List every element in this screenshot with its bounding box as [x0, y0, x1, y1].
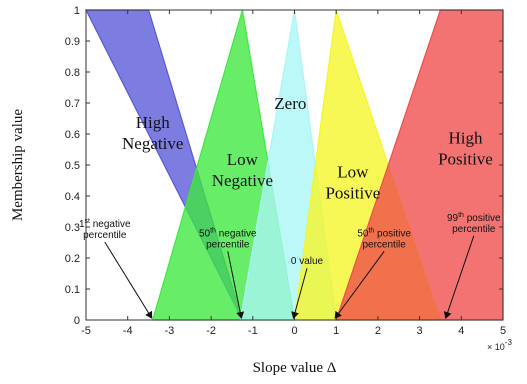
annotation-line: 50th positive: [357, 227, 411, 239]
x-tick-label: 2: [375, 325, 381, 337]
annotation-word: negative: [216, 228, 257, 239]
set-label-1: High Negative: [122, 113, 183, 153]
annotation-arrow: [291, 268, 308, 319]
set-label-line: Positive: [325, 183, 380, 202]
y-tick-label: 0.8: [65, 67, 80, 79]
annotation-5: 99th positive percentile: [447, 212, 501, 235]
x-tick-label: -4: [123, 325, 133, 337]
x-tick-label: 0: [291, 325, 297, 337]
y-tick-label: 0.5: [65, 160, 80, 172]
annotation-line: percentile: [83, 230, 127, 241]
y-axis-label: Membership value: [10, 109, 26, 221]
set-label-3: Zero: [274, 94, 306, 113]
x-tick-label: 4: [458, 325, 464, 337]
annotation-line: 50th negative: [199, 227, 257, 239]
y-tick-label: 0: [74, 315, 80, 327]
annotation-word: positive: [374, 228, 411, 239]
set-label-2: Low Negative: [212, 150, 273, 190]
set-label-line: Low: [337, 162, 369, 181]
set-label-line: High: [448, 128, 483, 147]
annotation-arrow: [104, 241, 153, 319]
annotation-line: percentile: [206, 239, 250, 250]
set-label-line: Negative: [212, 171, 273, 190]
annotation-sup: th: [458, 212, 464, 219]
y-tick-label: 0.2: [65, 253, 80, 265]
annotation-2: 50th negative percentile: [199, 227, 257, 250]
set-label-line: Negative: [122, 134, 183, 153]
annotation-word: positive: [464, 213, 501, 224]
set-label-line: Low: [227, 150, 259, 169]
y-tick-label: 0.9: [65, 36, 80, 48]
x-tick-label: 5: [500, 325, 506, 337]
annotation-arrow: [334, 251, 385, 319]
annotation-sup: th: [368, 227, 374, 234]
set-label-line: High: [136, 113, 171, 132]
annotation-number: 50: [357, 228, 369, 239]
y-tick-label: 0.7: [65, 98, 80, 110]
set-label-5: High Positive: [438, 128, 493, 168]
y-tick-label: 0.6: [65, 129, 80, 141]
x-tick-label: -1: [248, 325, 258, 337]
annotation-line: 99th positive: [447, 212, 501, 224]
annotation-number: 1: [79, 219, 85, 230]
x-tick-label: 1: [333, 325, 339, 337]
x-exponent-base: × 10: [487, 342, 505, 352]
x-axis-label: Slope value Δ: [253, 360, 337, 376]
set-label-line: Positive: [438, 149, 493, 168]
annotation-number: 99: [447, 213, 459, 224]
set-label-4: Low Positive: [325, 162, 380, 202]
x-tick-label: 3: [417, 325, 423, 337]
annotation-line: 0 value: [291, 256, 324, 267]
x-exponent-power: -3: [505, 338, 513, 347]
x-tick-label: -2: [206, 325, 216, 337]
y-tick-label: 0.4: [65, 191, 80, 203]
annotation-line: percentile: [452, 224, 496, 235]
annotation-word: negative: [90, 219, 131, 230]
y-tick-label: 0.3: [65, 222, 80, 234]
annotation-4: 50th positive percentile: [357, 227, 411, 250]
annotation-line: percentile: [362, 239, 406, 250]
annotation-number: 50: [199, 228, 211, 239]
x-tick-label: -5: [81, 325, 91, 337]
set-label-line: Zero: [274, 94, 306, 113]
annotation-arrow: [227, 251, 245, 319]
annotation-sup: th: [210, 227, 216, 234]
x-axis-exponent: × 10-3: [487, 338, 512, 352]
annotation-sup: st: [85, 218, 91, 225]
annotations: 1st negative percentile 50th negative perce…: [79, 212, 501, 319]
annotation-line: 1st negative: [79, 218, 131, 230]
membership-sets: [85, 9, 504, 321]
annotation-arrow: [443, 235, 475, 319]
x-tick-label: -3: [165, 325, 175, 337]
y-tick-label: 1: [74, 5, 80, 17]
axis-ticks: -5 -4 -3 -2 -1 0 1 2 3 4 500.10.20.30.40.50.60.70.…: [65, 5, 506, 337]
annotation-1: 1st negative percentile: [79, 218, 131, 241]
annotation-3: 0 value: [291, 256, 324, 267]
y-tick-label: 0.1: [65, 284, 80, 296]
